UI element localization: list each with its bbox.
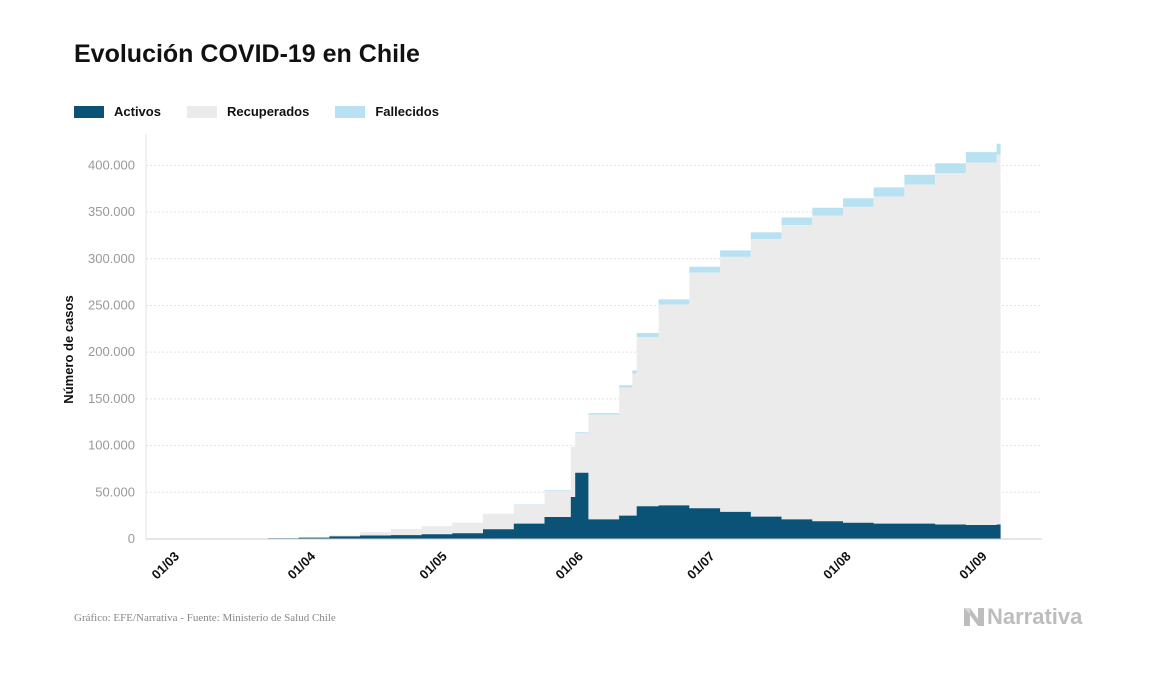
y-tick-label: 50.000 (95, 484, 135, 499)
x-tick-label: 01/08 (820, 549, 854, 583)
x-tick-label: 01/04 (285, 548, 319, 582)
y-tick-label: 200.000 (88, 344, 135, 359)
series-area-activos (175, 472, 1001, 539)
legend-item-activos: Activos (74, 104, 161, 119)
y-tick-label: 100.000 (88, 438, 135, 453)
brand-name: Narrativa (987, 604, 1083, 629)
legend-item-fallecidos: Fallecidos (335, 104, 439, 119)
x-tick-label: 01/09 (956, 549, 990, 583)
legend-swatch-fallecidos (335, 105, 366, 118)
y-tick-label: 0 (128, 531, 135, 546)
y-tick-label: 350.000 (88, 204, 135, 219)
x-tick-label: 01/07 (684, 549, 718, 583)
y-tick-label: 250.000 (88, 297, 135, 312)
legend-label-activos: Activos (114, 104, 161, 119)
brand-logo: Narrativa (963, 604, 1082, 630)
chart-title: Evolución COVID-19 en Chile (74, 40, 420, 68)
series-area-fallecidos (175, 143, 1001, 539)
chart-legend: Activos Recuperados Fallecidos (74, 104, 465, 119)
source-note: Gráfico: EFE/Narrativa - Fuente: Ministe… (74, 612, 336, 624)
legend-swatch-recuperados (186, 105, 217, 118)
narrativa-logo-icon (964, 608, 984, 626)
legend-item-recuperados: Recuperados (186, 104, 310, 119)
x-tick-label: 01/03 (149, 549, 183, 583)
legend-label-recuperados: Recuperados (226, 104, 310, 119)
y-tick-label: 300.000 (88, 251, 135, 266)
x-tick-label: 01/05 (416, 549, 450, 583)
y-tick-label: 400.000 (88, 157, 135, 172)
y-tick-label: 150.000 (88, 391, 135, 406)
series-area-recuperados (175, 154, 1001, 539)
x-tick-label: 01/06 (552, 549, 586, 583)
y-axis-label: Número de casos (61, 295, 76, 403)
legend-label-fallecidos: Fallecidos (375, 104, 439, 119)
legend-swatch-activos (74, 105, 104, 118)
